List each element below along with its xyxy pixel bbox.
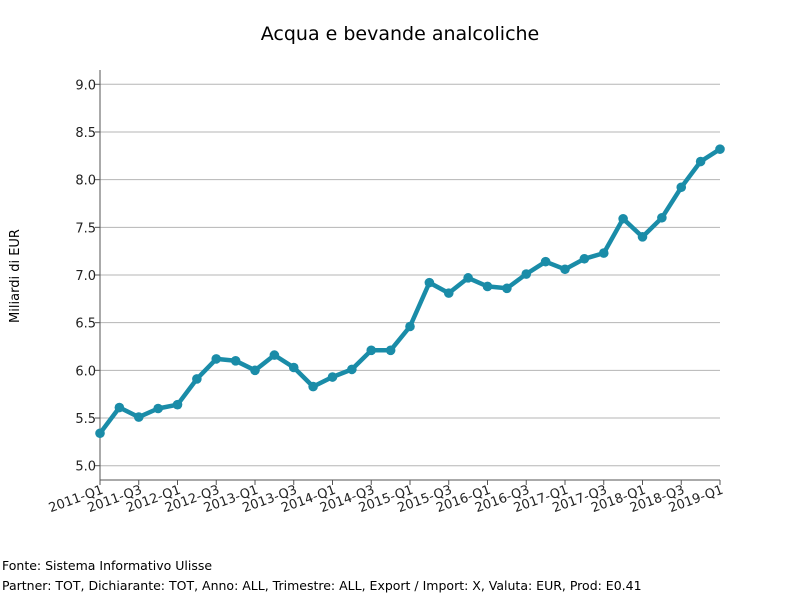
y-tick-label: 9.0 — [75, 78, 96, 93]
series-layer — [95, 144, 725, 439]
y-tick-label: 8.5 — [75, 126, 96, 141]
data-point — [540, 256, 551, 267]
data-point — [347, 364, 357, 375]
data-point — [114, 402, 125, 413]
data-point — [133, 412, 144, 422]
data-point — [521, 269, 532, 279]
grid-lines — [100, 83, 720, 467]
data-point — [482, 281, 493, 292]
chart-title: Acqua e bevande analcoliche — [261, 23, 540, 45]
y-tick-label: 5.5 — [75, 412, 96, 427]
data-point — [327, 372, 338, 382]
data-point — [463, 273, 473, 283]
y-tick-labels: 5.0 5.5 6.0 6.5 7.0 7.5 8.0 8.5 9.0 — [75, 78, 96, 474]
x-tick-labels: 2011-Q12011-Q32012-Q12012-Q32013-Q12013-… — [47, 483, 725, 517]
data-point — [579, 253, 590, 264]
source-note: Fonte: Sistema Informativo Ulisse — [2, 558, 213, 573]
data-point — [250, 365, 260, 376]
data-point — [308, 381, 318, 392]
y-tick-label: 8.0 — [75, 174, 96, 189]
data-point — [560, 264, 570, 275]
data-point — [598, 248, 609, 258]
data-point — [230, 356, 241, 366]
y-tick-label: 6.0 — [75, 364, 96, 379]
data-point — [657, 212, 667, 223]
data-point — [366, 345, 377, 356]
data-point — [269, 350, 280, 360]
data-point — [676, 182, 687, 193]
axes — [95, 70, 721, 485]
y-axis-label: Miliardi di EUR — [8, 229, 23, 323]
data-point — [153, 403, 163, 414]
data-point — [95, 428, 105, 439]
data-point — [695, 156, 706, 167]
data-point — [443, 288, 454, 298]
query-parameters: Partner: TOT, Dichiarante: TOT, Anno: AL… — [2, 578, 642, 593]
data-point — [715, 144, 725, 154]
data-point — [211, 354, 222, 364]
y-tick-label: 7.5 — [75, 221, 96, 236]
series-line — [97, 146, 723, 436]
data-point — [637, 232, 648, 242]
y-tick-label: 5.0 — [75, 460, 96, 475]
data-point — [288, 362, 299, 373]
data-point — [192, 374, 202, 384]
data-point — [618, 213, 628, 224]
data-point — [385, 345, 396, 356]
y-tick-label: 6.5 — [75, 317, 96, 332]
y-tick-label: 7.0 — [75, 269, 96, 284]
data-point — [502, 283, 512, 294]
data-point — [424, 277, 435, 288]
data-point — [172, 399, 183, 410]
data-point — [405, 321, 415, 332]
